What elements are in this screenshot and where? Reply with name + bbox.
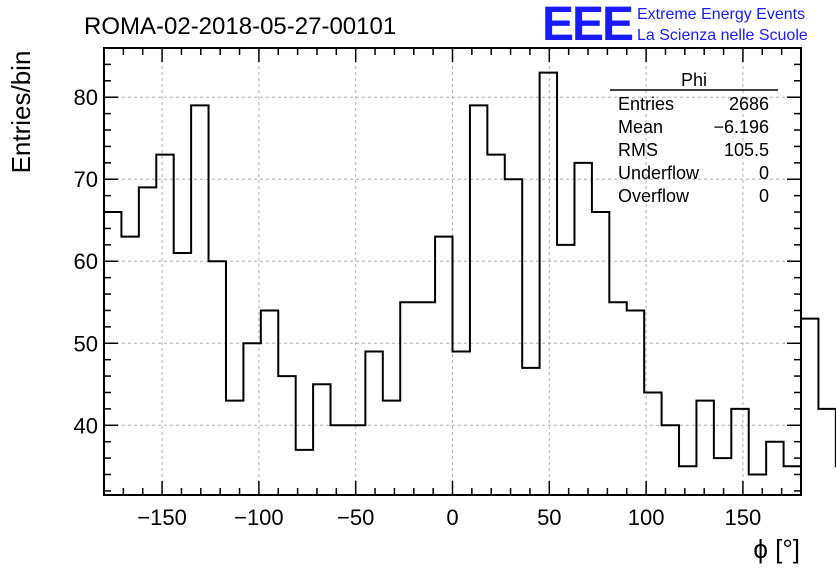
histogram-bin bbox=[801, 318, 818, 320]
stats-box: Phi Entries 2686 Mean −6.196 RMS 105.5 Underfl… bbox=[610, 70, 778, 206]
histogram-bin bbox=[731, 408, 748, 410]
histogram-bin bbox=[383, 400, 400, 402]
stats-value: 0 bbox=[759, 186, 769, 206]
histogram-bin bbox=[592, 211, 609, 213]
histogram-bin bbox=[540, 72, 557, 74]
histogram-bin bbox=[679, 465, 696, 467]
histogram-bin bbox=[226, 400, 243, 402]
histogram-bin bbox=[766, 441, 783, 443]
histogram-bin bbox=[749, 473, 766, 475]
eee-logo: EEE bbox=[542, 0, 633, 51]
histogram-bin bbox=[818, 408, 835, 410]
histogram-bin bbox=[609, 301, 626, 303]
histogram-bin bbox=[435, 236, 452, 238]
histogram-bin bbox=[400, 301, 417, 303]
histogram-bin bbox=[418, 301, 435, 303]
histogram-bin bbox=[139, 186, 156, 188]
y-tick-label: 80 bbox=[74, 85, 98, 110]
histogram-bin bbox=[348, 424, 365, 426]
axis-ticks bbox=[103, 47, 802, 495]
histogram-bin bbox=[296, 449, 313, 451]
x-tick-label: −100 bbox=[234, 505, 284, 530]
histogram-bin bbox=[644, 391, 661, 393]
histogram-bin bbox=[714, 457, 731, 459]
stats-value: 0 bbox=[759, 163, 769, 183]
x-tick-label: −50 bbox=[337, 505, 374, 530]
y-tick-label: 50 bbox=[74, 331, 98, 356]
histogram-outline bbox=[104, 71, 836, 476]
tick-labels: −150 −100 −50 0 50 100 150 40 50 60 70 80 bbox=[74, 85, 762, 530]
logo-line-1: Extreme Energy Events bbox=[637, 6, 805, 23]
histogram-bin bbox=[313, 383, 330, 385]
stats-value: 105.5 bbox=[724, 140, 769, 160]
histogram-bin bbox=[209, 260, 226, 262]
histogram-bin bbox=[557, 244, 574, 246]
stats-label: Underflow bbox=[618, 163, 700, 183]
histogram-bin bbox=[331, 424, 348, 426]
histogram-bin bbox=[470, 104, 487, 106]
histogram-bin bbox=[278, 375, 295, 377]
stats-name: Phi bbox=[681, 70, 707, 90]
logo-line-2: La Scienza nelle Scuole bbox=[637, 27, 808, 44]
y-tick-label: 40 bbox=[74, 413, 98, 438]
histogram-bin bbox=[174, 252, 191, 254]
histogram-bin bbox=[453, 350, 470, 352]
histogram-bin bbox=[365, 350, 382, 352]
stats-label: Entries bbox=[618, 94, 674, 114]
histogram-series bbox=[104, 71, 836, 476]
histogram-bin bbox=[191, 104, 208, 106]
stats-label: RMS bbox=[618, 140, 658, 160]
stats-value: −6.196 bbox=[713, 117, 769, 137]
y-tick-label: 60 bbox=[74, 249, 98, 274]
histogram-bin bbox=[243, 342, 260, 344]
histogram-bin bbox=[121, 236, 138, 238]
x-tick-label: 0 bbox=[446, 505, 458, 530]
histogram-bin bbox=[696, 400, 713, 402]
x-tick-label: −150 bbox=[137, 505, 187, 530]
stats-value: 2686 bbox=[729, 94, 769, 114]
y-axis-label: Entries/bin bbox=[6, 51, 36, 174]
histogram-bin bbox=[574, 162, 591, 164]
x-tick-label: 100 bbox=[628, 505, 665, 530]
x-axis-label: ϕ [°] bbox=[753, 534, 800, 564]
histogram-bin bbox=[522, 367, 539, 369]
x-tick-label: 50 bbox=[537, 505, 561, 530]
histogram-bin bbox=[662, 424, 679, 426]
chart-title: ROMA-02-2018-05-27-00101 bbox=[84, 13, 396, 40]
histogram-bin bbox=[156, 154, 173, 156]
histogram-bin bbox=[627, 309, 644, 311]
stats-label: Mean bbox=[618, 117, 663, 137]
histogram-bin bbox=[487, 154, 504, 156]
histogram-bin bbox=[784, 465, 801, 467]
histogram-bin bbox=[505, 178, 522, 180]
x-tick-label: 150 bbox=[725, 505, 762, 530]
y-tick-label: 70 bbox=[74, 167, 98, 192]
stats-label: Overflow bbox=[618, 186, 690, 206]
histogram-bin bbox=[261, 309, 278, 311]
